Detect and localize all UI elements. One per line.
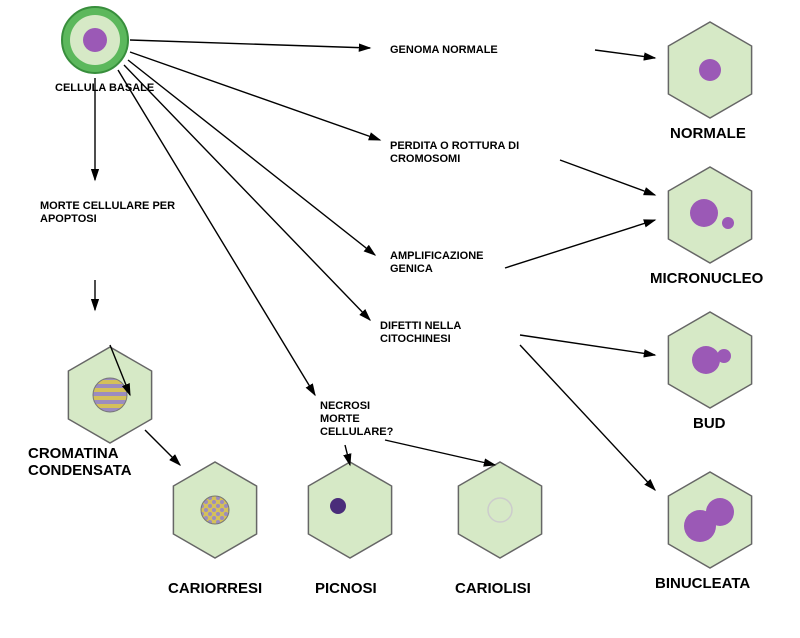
cariorresi-label: CARIORRESI bbox=[168, 580, 262, 597]
hex-picnosi bbox=[308, 462, 391, 558]
necrosi-label: NECROSIMORTECELLULARE? bbox=[320, 400, 393, 440]
arrow-0 bbox=[130, 40, 370, 48]
hex-normale bbox=[668, 22, 751, 118]
arrow-2 bbox=[130, 52, 380, 140]
perdita-label: PERDITA O ROTTURA DICROMOSOMI bbox=[390, 140, 519, 166]
hex-binucleata bbox=[668, 472, 751, 568]
micronucleo-label: MICRONUCLEO bbox=[650, 270, 763, 287]
hex-micronucleo bbox=[668, 167, 751, 263]
picnosi-label: PICNOSI bbox=[315, 580, 377, 597]
hex-cromatina bbox=[68, 347, 151, 443]
cellula-basale-label: CELLULA BASALE bbox=[55, 82, 154, 95]
binucleata-label: BINUCLEATA bbox=[655, 575, 750, 592]
arrow-7 bbox=[520, 335, 655, 355]
arrow-11 bbox=[385, 440, 495, 465]
bud-label: BUD bbox=[693, 415, 726, 432]
hex-cariolisi bbox=[458, 462, 541, 558]
arrow-3 bbox=[560, 160, 655, 195]
arrow-1 bbox=[595, 50, 655, 58]
arrow-15 bbox=[145, 430, 180, 465]
genoma-normale-label: GENOMA NORMALE bbox=[390, 44, 498, 57]
hex-bud bbox=[668, 312, 751, 408]
hex-cariorresi bbox=[173, 462, 256, 558]
cariolisi-label: CARIOLISI bbox=[455, 580, 531, 597]
amplificazione-label: AMPLIFICAZIONEGENICA bbox=[390, 250, 484, 276]
arrow-5 bbox=[505, 220, 655, 268]
arrow-10 bbox=[345, 445, 350, 465]
morte-apoptosi-label: MORTE CELLULARE PERAPOPTOSI bbox=[40, 200, 175, 226]
arrow-8 bbox=[520, 345, 655, 490]
normale-label: NORMALE bbox=[670, 125, 746, 142]
difetti-label: DIFETTI NELLACITOCHINESI bbox=[380, 320, 461, 346]
cromatina-label: CROMATINACONDENSATA bbox=[28, 445, 132, 479]
basal-cell bbox=[62, 7, 128, 73]
